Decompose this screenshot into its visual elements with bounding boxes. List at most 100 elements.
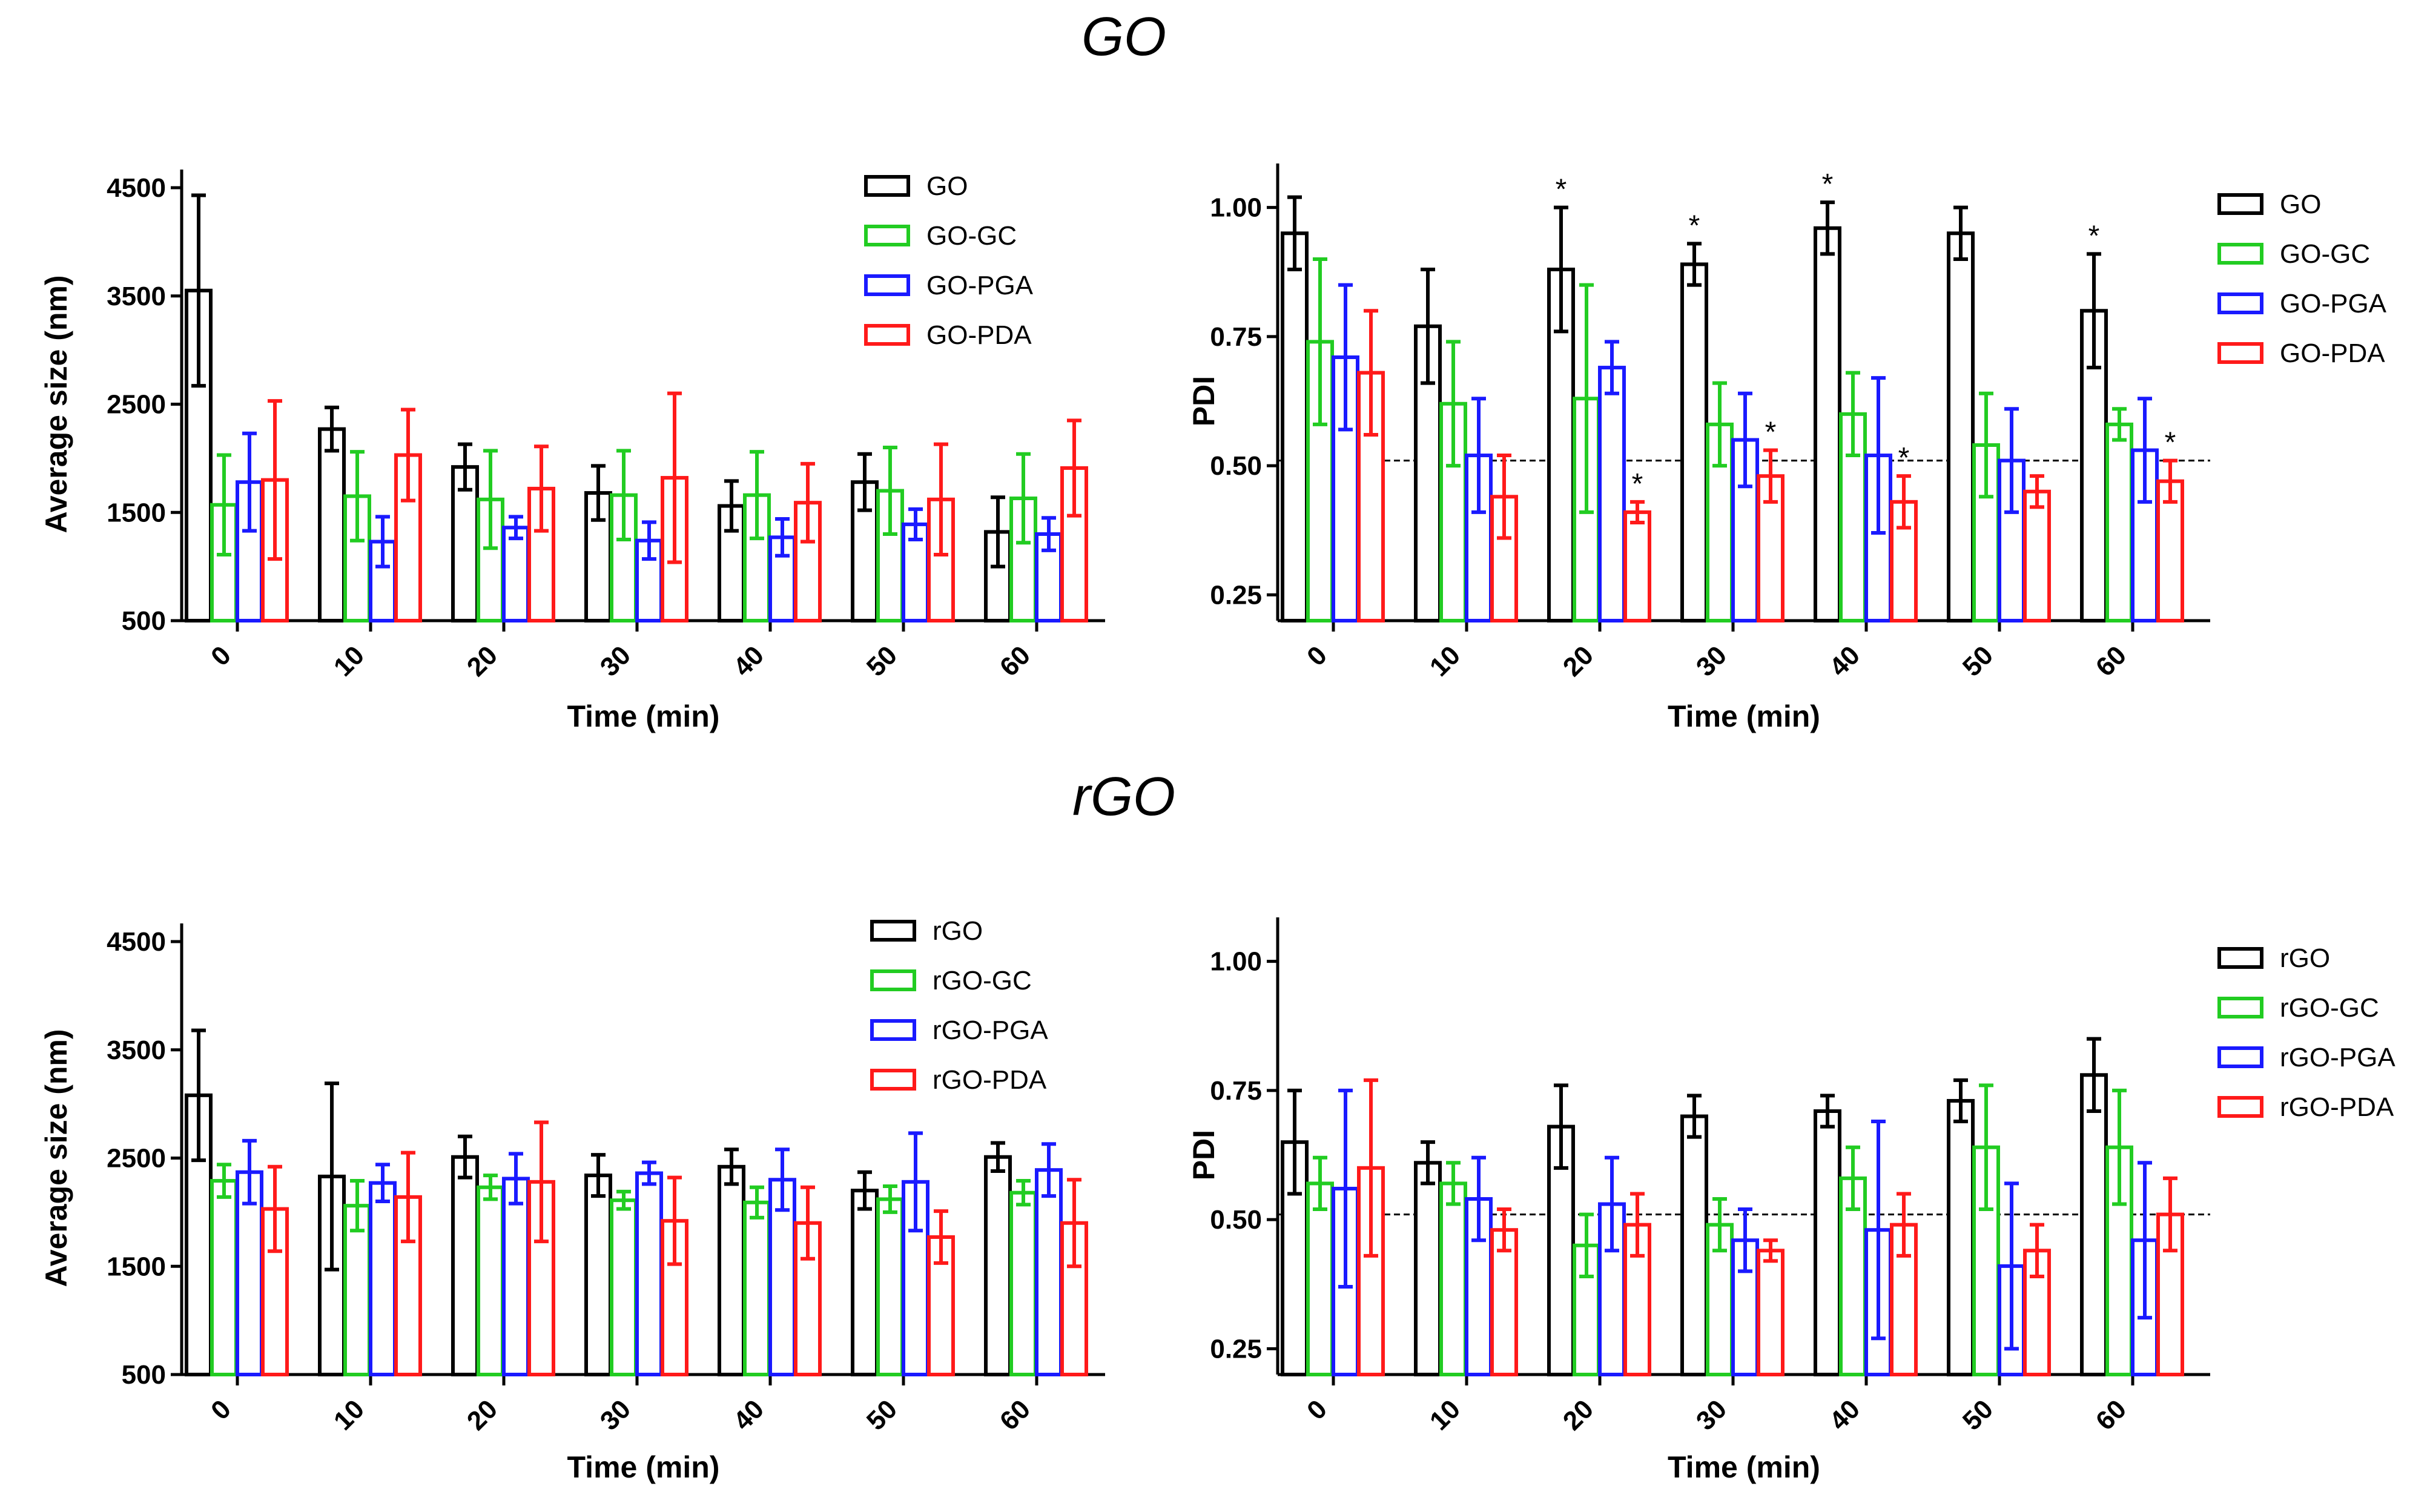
bar-rgo-gc-50	[876, 1197, 904, 1377]
bar-rgo-30	[1680, 1114, 1708, 1376]
bar-rgo-60	[2080, 1073, 2108, 1376]
x-tick-label: 0	[1301, 640, 1333, 672]
legend-swatch-go-pga	[2217, 292, 2263, 314]
bar-rgo-pda-50	[2023, 1249, 2051, 1377]
legend-swatch-rgo-pda	[870, 1069, 916, 1091]
bar-rgo-40	[718, 1164, 745, 1377]
x-tick-label: 40	[1824, 640, 1866, 682]
y-tick-label: 0.50	[1210, 451, 1262, 481]
chart-rgo-size: 500 1500 2500 3500 4500 0 10 20 30 40 50 60 Average …	[39, 916, 1105, 1484]
significance-star: *	[1632, 468, 1643, 500]
bar-rgo-gc-60	[1009, 1190, 1037, 1376]
bar-rgo-20	[451, 1155, 479, 1377]
x-tick-label: 20	[1557, 1394, 1599, 1436]
x-tick-label: 0	[1301, 1394, 1333, 1425]
y-tick-label: 0.25	[1210, 580, 1262, 610]
x-tick-label: 50	[1957, 640, 1999, 682]
legend-swatch-go-pda	[864, 324, 910, 346]
x-tick-label: 10	[328, 1394, 370, 1436]
bar-rgo-gc-10	[1439, 1181, 1467, 1376]
y-tick-label: 500	[122, 1360, 166, 1390]
x-tick-label: 30	[595, 640, 636, 682]
bar-go-60	[2080, 309, 2108, 622]
section-title-go: GO	[1081, 7, 1166, 67]
legend-swatch-rgo-pga	[870, 1019, 916, 1041]
x-tick-label: 60	[994, 1394, 1036, 1436]
x-axis-title: Time (min)	[567, 699, 720, 733]
legend-label-rgo-gc: rGO-GC	[2280, 993, 2379, 1023]
bar-rgo-gc-0	[1306, 1181, 1334, 1376]
legend-label-go: GO	[926, 171, 968, 201]
y-tick-label: 0.25	[1210, 1334, 1262, 1364]
x-tick-label: 30	[1691, 640, 1732, 682]
bar-go-30	[1680, 262, 1708, 622]
x-axis-title: Time (min)	[1668, 699, 1820, 733]
legend-swatch-rgo-pda	[2217, 1096, 2263, 1118]
x-tick-label: 20	[461, 640, 503, 682]
significance-star: *	[1689, 210, 1700, 242]
significance-star: *	[2165, 427, 2176, 459]
legend-swatch-go-pga	[864, 274, 910, 296]
bar-go-pga-20	[502, 526, 530, 623]
bar-rgo-40	[1814, 1109, 1841, 1376]
chart-go-pdi: 0.25 0.50 0.75 1.00 0 10 20 * * 30 * * 40 * * 50 60 * * PDI…	[1187, 163, 2387, 733]
legend-label-rgo-pda: rGO-PDA	[933, 1065, 1047, 1095]
bar-rgo-pga-10	[369, 1181, 397, 1377]
x-tick-label: 40	[728, 1394, 770, 1436]
bar-go-pga-20	[1598, 366, 1626, 622]
bar-rgo-pda-10	[394, 1195, 422, 1376]
legend-label-go-pda: GO-PDA	[2280, 338, 2385, 368]
legend-swatch-rgo	[870, 920, 916, 942]
significance-star: *	[1822, 168, 1834, 200]
bar-go-gc-60	[2105, 422, 2133, 622]
legend-label-rgo-pga: rGO-PGA	[933, 1015, 1048, 1045]
y-tick-label: 1.00	[1210, 193, 1262, 223]
bar-rgo-pga-60	[1035, 1168, 1063, 1376]
y-tick-label: 3500	[107, 1035, 166, 1065]
x-tick-label: 10	[328, 640, 370, 682]
x-tick-label: 40	[728, 640, 770, 682]
x-tick-label: 20	[461, 1394, 503, 1436]
x-tick-label: 0	[205, 1394, 237, 1425]
y-axis-title: PDI	[1187, 1130, 1221, 1180]
legend-swatch-rgo-gc	[870, 969, 916, 991]
x-tick-label: 20	[1557, 640, 1599, 682]
y-tick-label: 0.75	[1210, 1076, 1262, 1106]
legend-label-rgo: rGO	[933, 916, 983, 946]
bar-rgo-pga-20	[502, 1177, 530, 1377]
legend-swatch-go-gc	[864, 225, 910, 246]
y-tick-label: 4500	[107, 927, 166, 957]
bar-rgo-gc-50	[1972, 1145, 2000, 1377]
bar-rgo-gc-0	[210, 1179, 238, 1376]
y-tick-label: 0.50	[1210, 1205, 1262, 1235]
legend-swatch-rgo-pga	[2217, 1046, 2263, 1068]
y-tick-label: 4500	[107, 173, 166, 203]
bar-go-0	[1281, 231, 1309, 622]
bar-rgo-50	[1947, 1098, 1975, 1376]
x-tick-label: 60	[2090, 640, 2132, 682]
legend-label-go-gc: GO-GC	[2280, 239, 2370, 269]
bar-rgo-gc-40	[743, 1200, 771, 1376]
legend-label-go-pga: GO-PGA	[2280, 289, 2387, 319]
significance-star: *	[2088, 220, 2100, 252]
y-tick-label: 3500	[107, 282, 166, 311]
bar-rgo-gc-20	[477, 1185, 504, 1376]
legend-label-rgo-pga: rGO-PGA	[2280, 1043, 2395, 1072]
x-tick-label: 0	[205, 640, 237, 672]
bar-go-10	[318, 427, 346, 622]
x-tick-label: 40	[1824, 1394, 1866, 1436]
bar-go-0	[185, 288, 213, 622]
y-tick-label: 500	[122, 606, 166, 636]
bar-rgo-60	[984, 1155, 1012, 1377]
chart-rgo-pdi: 0.25 0.50 0.75 1.00 0 10 20 30 40 50 60 PDI Time (mi…	[1187, 917, 2395, 1484]
bar-rgo-30	[584, 1174, 612, 1376]
x-tick-label: 50	[861, 640, 903, 682]
x-tick-label: 50	[861, 1394, 903, 1436]
legend-label-rgo-pda: rGO-PDA	[2280, 1092, 2394, 1122]
bar-go-pda-20	[1623, 510, 1651, 622]
y-axis-title: Average size (nm)	[39, 1029, 73, 1287]
significance-star: *	[1765, 417, 1777, 449]
x-tick-label: 10	[1424, 640, 1466, 682]
legend-label-go-pda: GO-PDA	[926, 320, 1032, 350]
